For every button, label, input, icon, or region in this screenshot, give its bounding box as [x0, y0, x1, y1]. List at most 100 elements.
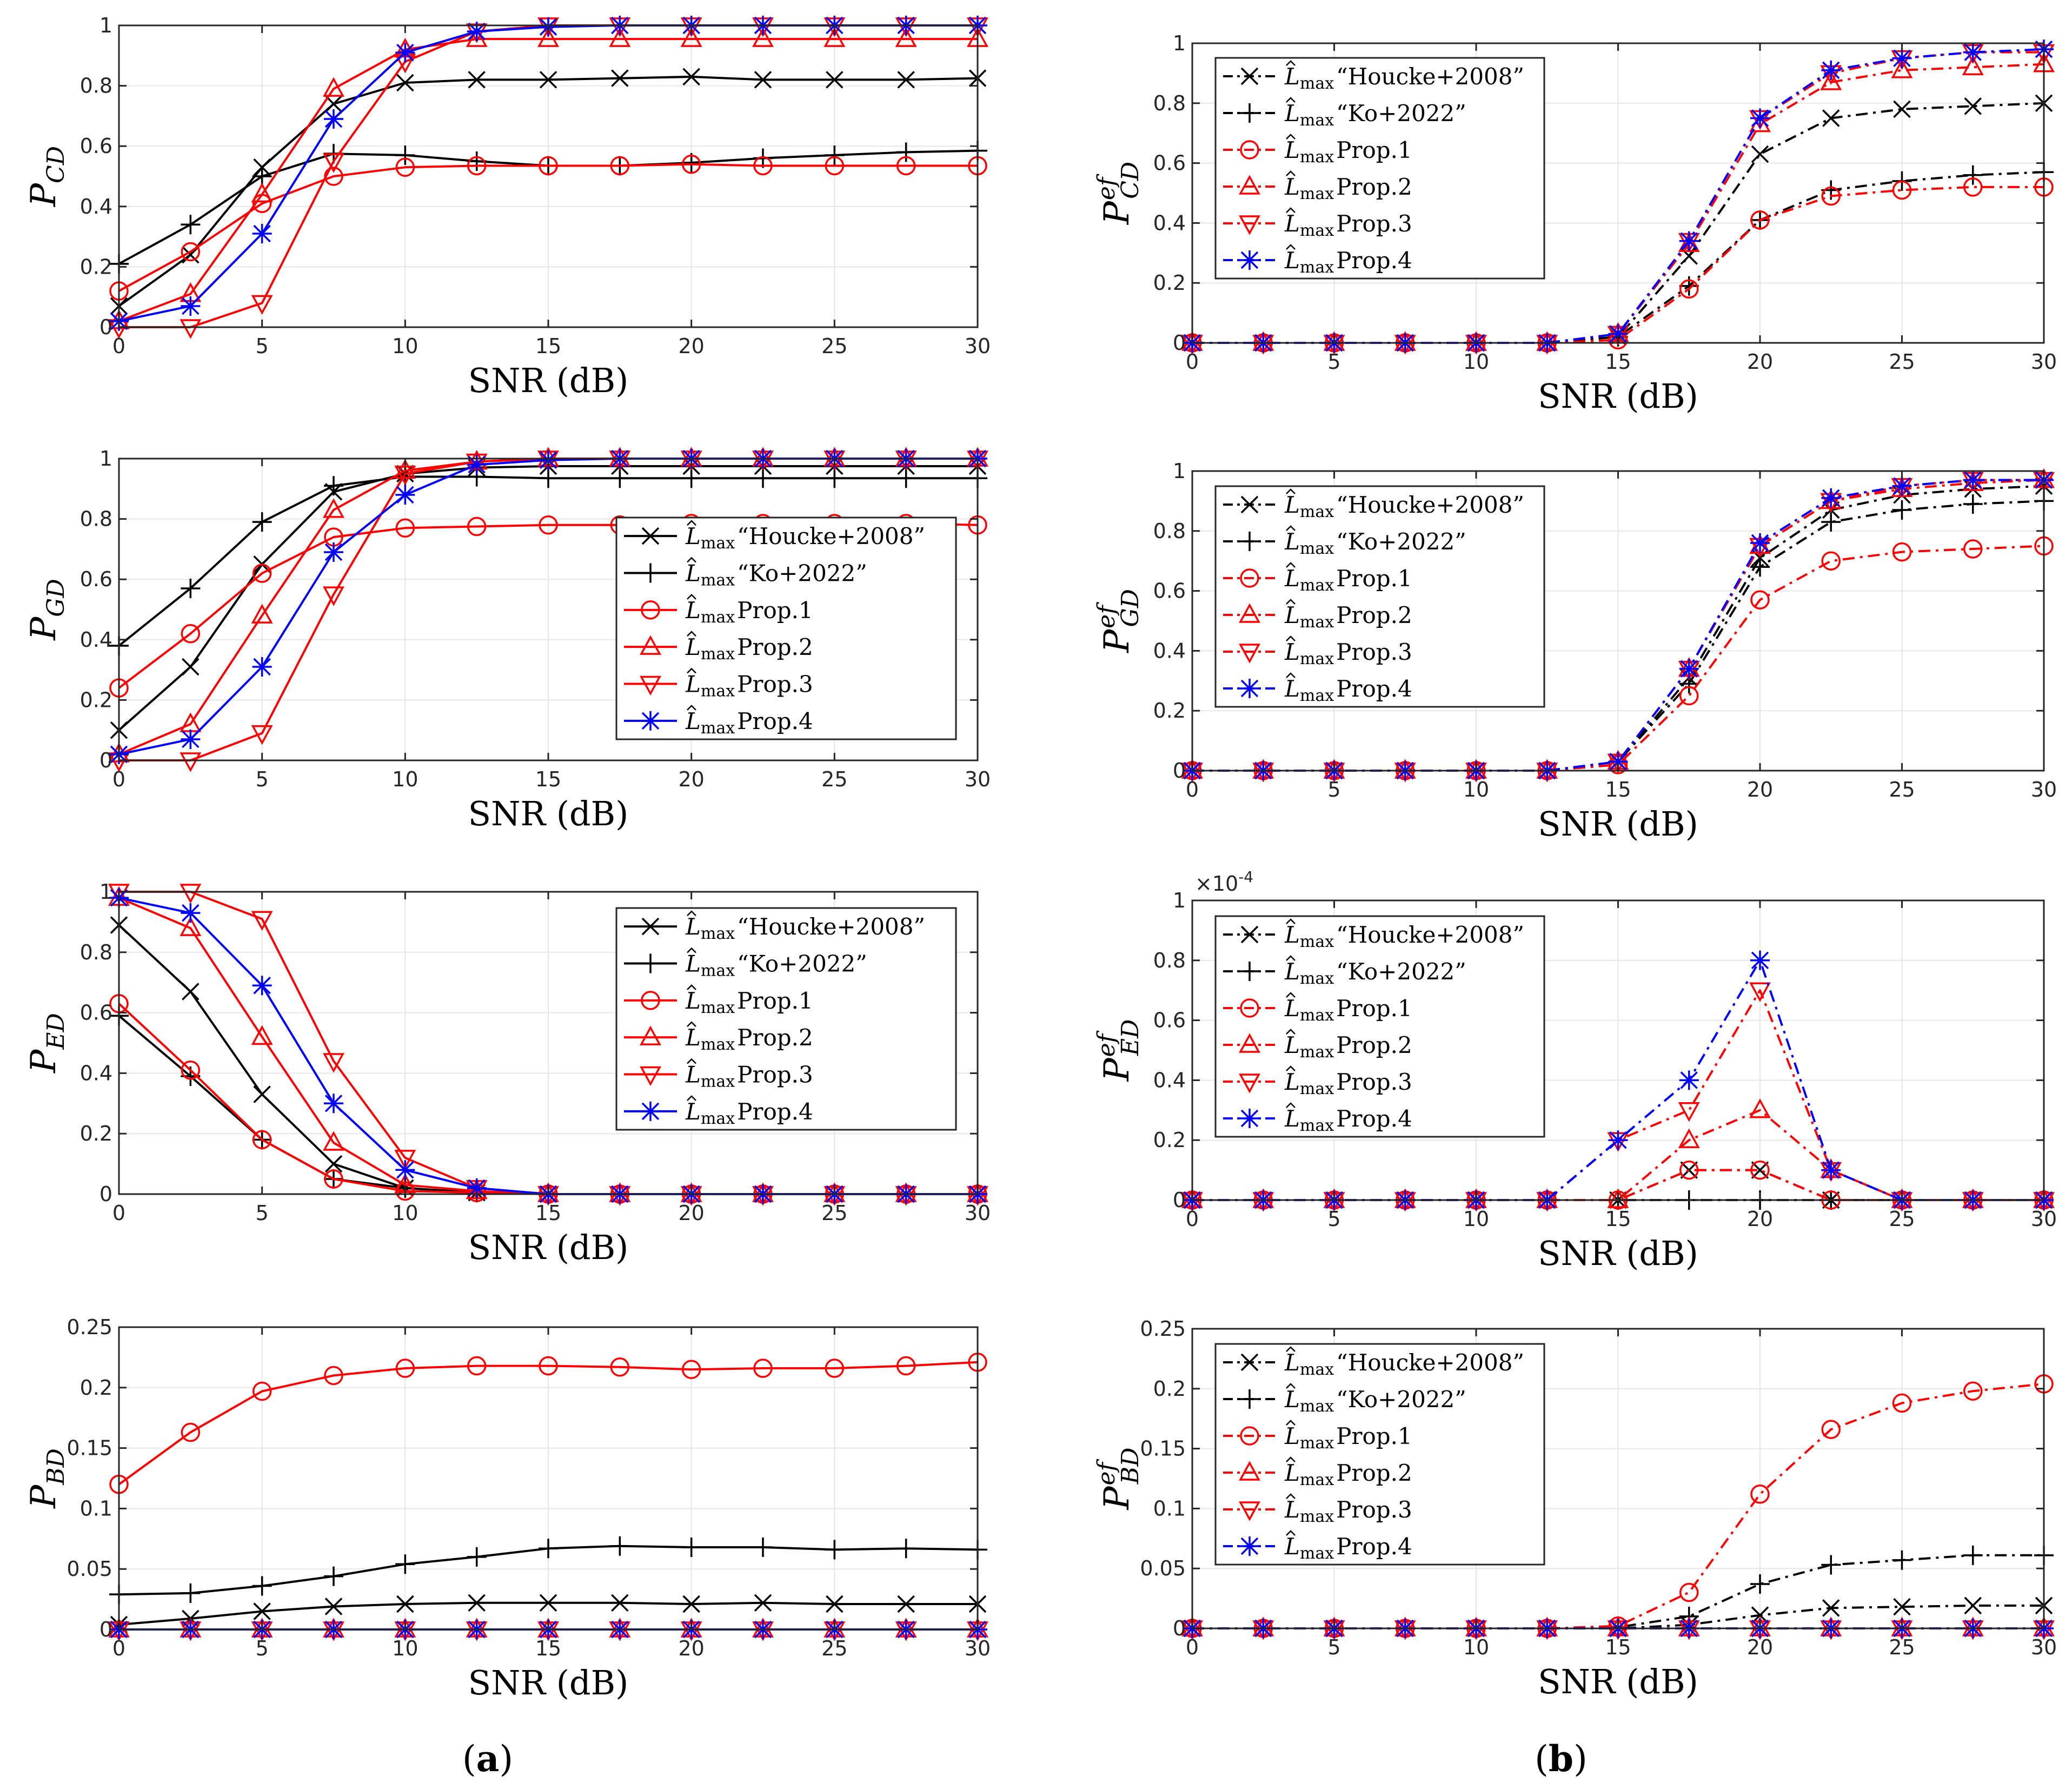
- legend-marker: [641, 563, 660, 583]
- x-tick-label: 30: [965, 767, 991, 791]
- legend-label: Lmax“Ko+2022”: [1284, 958, 1466, 988]
- data-point: [754, 1594, 772, 1612]
- data-point: [1964, 97, 1982, 115]
- y-tick-label: 0.25: [1140, 1317, 1186, 1341]
- data-point: [611, 69, 629, 87]
- y-tick-label: 0.6: [1153, 151, 1186, 175]
- y-tick-label: 0.05: [1140, 1556, 1186, 1580]
- data-point: [753, 156, 773, 176]
- y-tick-label: 0.4: [1153, 639, 1186, 662]
- data-point: [826, 71, 844, 89]
- data-point: [1750, 108, 1770, 128]
- data-point: [610, 468, 630, 488]
- data-point: [1963, 1381, 1983, 1401]
- x-tick-label: 0: [1186, 350, 1199, 374]
- chart-a2: 0 5 10 15 20 25 30 0 0.2 0.4 0.6 0.8 1 SNR (dB) PGD Lma…: [24, 447, 991, 833]
- legend-entry-houcke-2008: Lmax“Houcke+2008”: [1223, 1346, 1524, 1379]
- y-tick-label: 0.6: [1153, 1009, 1186, 1032]
- x-tick-label: 15: [1605, 778, 1631, 801]
- x-axis-label: SNR (dB): [468, 1663, 629, 1702]
- y-tick-label: 0.2: [1153, 1377, 1186, 1401]
- legend-entry-houcke-2008: Lmax“Houcke+2008”: [1223, 918, 1524, 951]
- x-tick-label: 15: [535, 1636, 561, 1660]
- x-axis-label: SNR (dB): [1538, 376, 1698, 416]
- legend-marker: [640, 635, 661, 655]
- legend-label: LmaxProp.2: [1284, 1032, 1412, 1062]
- x-tick-label: 15: [535, 767, 561, 791]
- legend-box: [615, 907, 957, 1131]
- data-point: [252, 1130, 272, 1150]
- y-tick-label: 1: [1173, 889, 1186, 912]
- data-point: [1963, 42, 1983, 62]
- data-point: [252, 657, 272, 677]
- hat-accent: [687, 1058, 696, 1064]
- x-tick-label: 10: [1463, 1207, 1489, 1231]
- data-point: [395, 145, 415, 165]
- y-tick-label: 0: [1173, 1188, 1186, 1212]
- hat-accent: [1286, 1346, 1296, 1352]
- series-ko-2022: [109, 467, 987, 655]
- data-point: [467, 1356, 487, 1376]
- data-point: [754, 71, 772, 89]
- data-point: [324, 1094, 343, 1114]
- y-tick-label: 0.8: [1153, 91, 1186, 115]
- y-tick-label: 0.6: [80, 1001, 112, 1025]
- y-tick-label: 0.8: [80, 507, 112, 531]
- data-point: [1750, 210, 1770, 230]
- x-tick-label: 25: [1889, 350, 1915, 374]
- legend-marker: [1239, 1033, 1260, 1053]
- legend-label: LmaxProp.4: [1284, 1533, 1412, 1563]
- x-tick-label: 5: [256, 1636, 269, 1660]
- hat-accent: [1286, 525, 1296, 531]
- data-point: [467, 455, 487, 475]
- legend-entry-prop-4: LmaxProp.4: [1223, 672, 1412, 705]
- legend-entry-ko-2022: Lmax“Ko+2022”: [1223, 525, 1466, 558]
- legend-marker: [1240, 1389, 1259, 1409]
- y-tick-label: 0: [1173, 759, 1186, 783]
- x-tick-label: 30: [965, 1636, 991, 1660]
- legend-marker: [1240, 1109, 1259, 1128]
- x-tick-label: 10: [1463, 1635, 1489, 1659]
- legend-entry-prop-3: LmaxProp.3: [1223, 635, 1412, 668]
- legend-label: Lmax“Houcke+2008”: [1284, 492, 1524, 521]
- data-point: [1893, 1598, 1911, 1616]
- legend-entry-prop-1: LmaxProp.1: [1223, 134, 1412, 167]
- data-point: [825, 1359, 845, 1378]
- hat-accent: [1286, 207, 1296, 213]
- data-point: [1821, 488, 1841, 508]
- data-point: [1892, 1393, 1912, 1413]
- legend-marker: [1240, 568, 1259, 588]
- legend-label: LmaxProp.3: [685, 671, 813, 701]
- x-tick-label: 20: [678, 1201, 704, 1225]
- data-point: [1750, 590, 1770, 609]
- data-point: [681, 1360, 701, 1380]
- legend-marker: [641, 953, 660, 973]
- data-point: [253, 1085, 271, 1103]
- x-tick-label: 15: [1605, 350, 1631, 374]
- hat-accent: [1286, 1530, 1296, 1536]
- data-point: [324, 1366, 343, 1386]
- legend-label: LmaxProp.4: [1284, 247, 1412, 277]
- hat-accent: [1286, 1493, 1296, 1499]
- legend-marker: [1240, 1353, 1259, 1371]
- y-tick-label: 0.15: [1140, 1437, 1186, 1461]
- data-point: [467, 156, 487, 176]
- hat-accent: [687, 984, 696, 990]
- hat-accent: [1286, 1420, 1296, 1426]
- legend-entry-prop-3: LmaxProp.3: [1223, 1493, 1412, 1526]
- y-tick-label: 0.1: [80, 1496, 112, 1520]
- y-tick-label: 0: [99, 1618, 112, 1641]
- data-point: [896, 156, 916, 176]
- x-tick-label: 20: [678, 334, 704, 358]
- hat-accent: [1286, 599, 1296, 605]
- legend-box: [1214, 1343, 1545, 1566]
- data-point: [252, 564, 272, 583]
- data-point: [897, 71, 915, 89]
- data-point: [467, 1547, 487, 1567]
- hat-accent: [687, 667, 696, 674]
- data-point: [825, 145, 845, 165]
- legend-box: [615, 516, 957, 740]
- data-point: [181, 215, 201, 235]
- x-tick-label: 15: [1605, 1207, 1631, 1231]
- legend-b4: Lmax“Houcke+2008” Lmax“Ko+2022” LmaxProp.1…: [1214, 1343, 1545, 1566]
